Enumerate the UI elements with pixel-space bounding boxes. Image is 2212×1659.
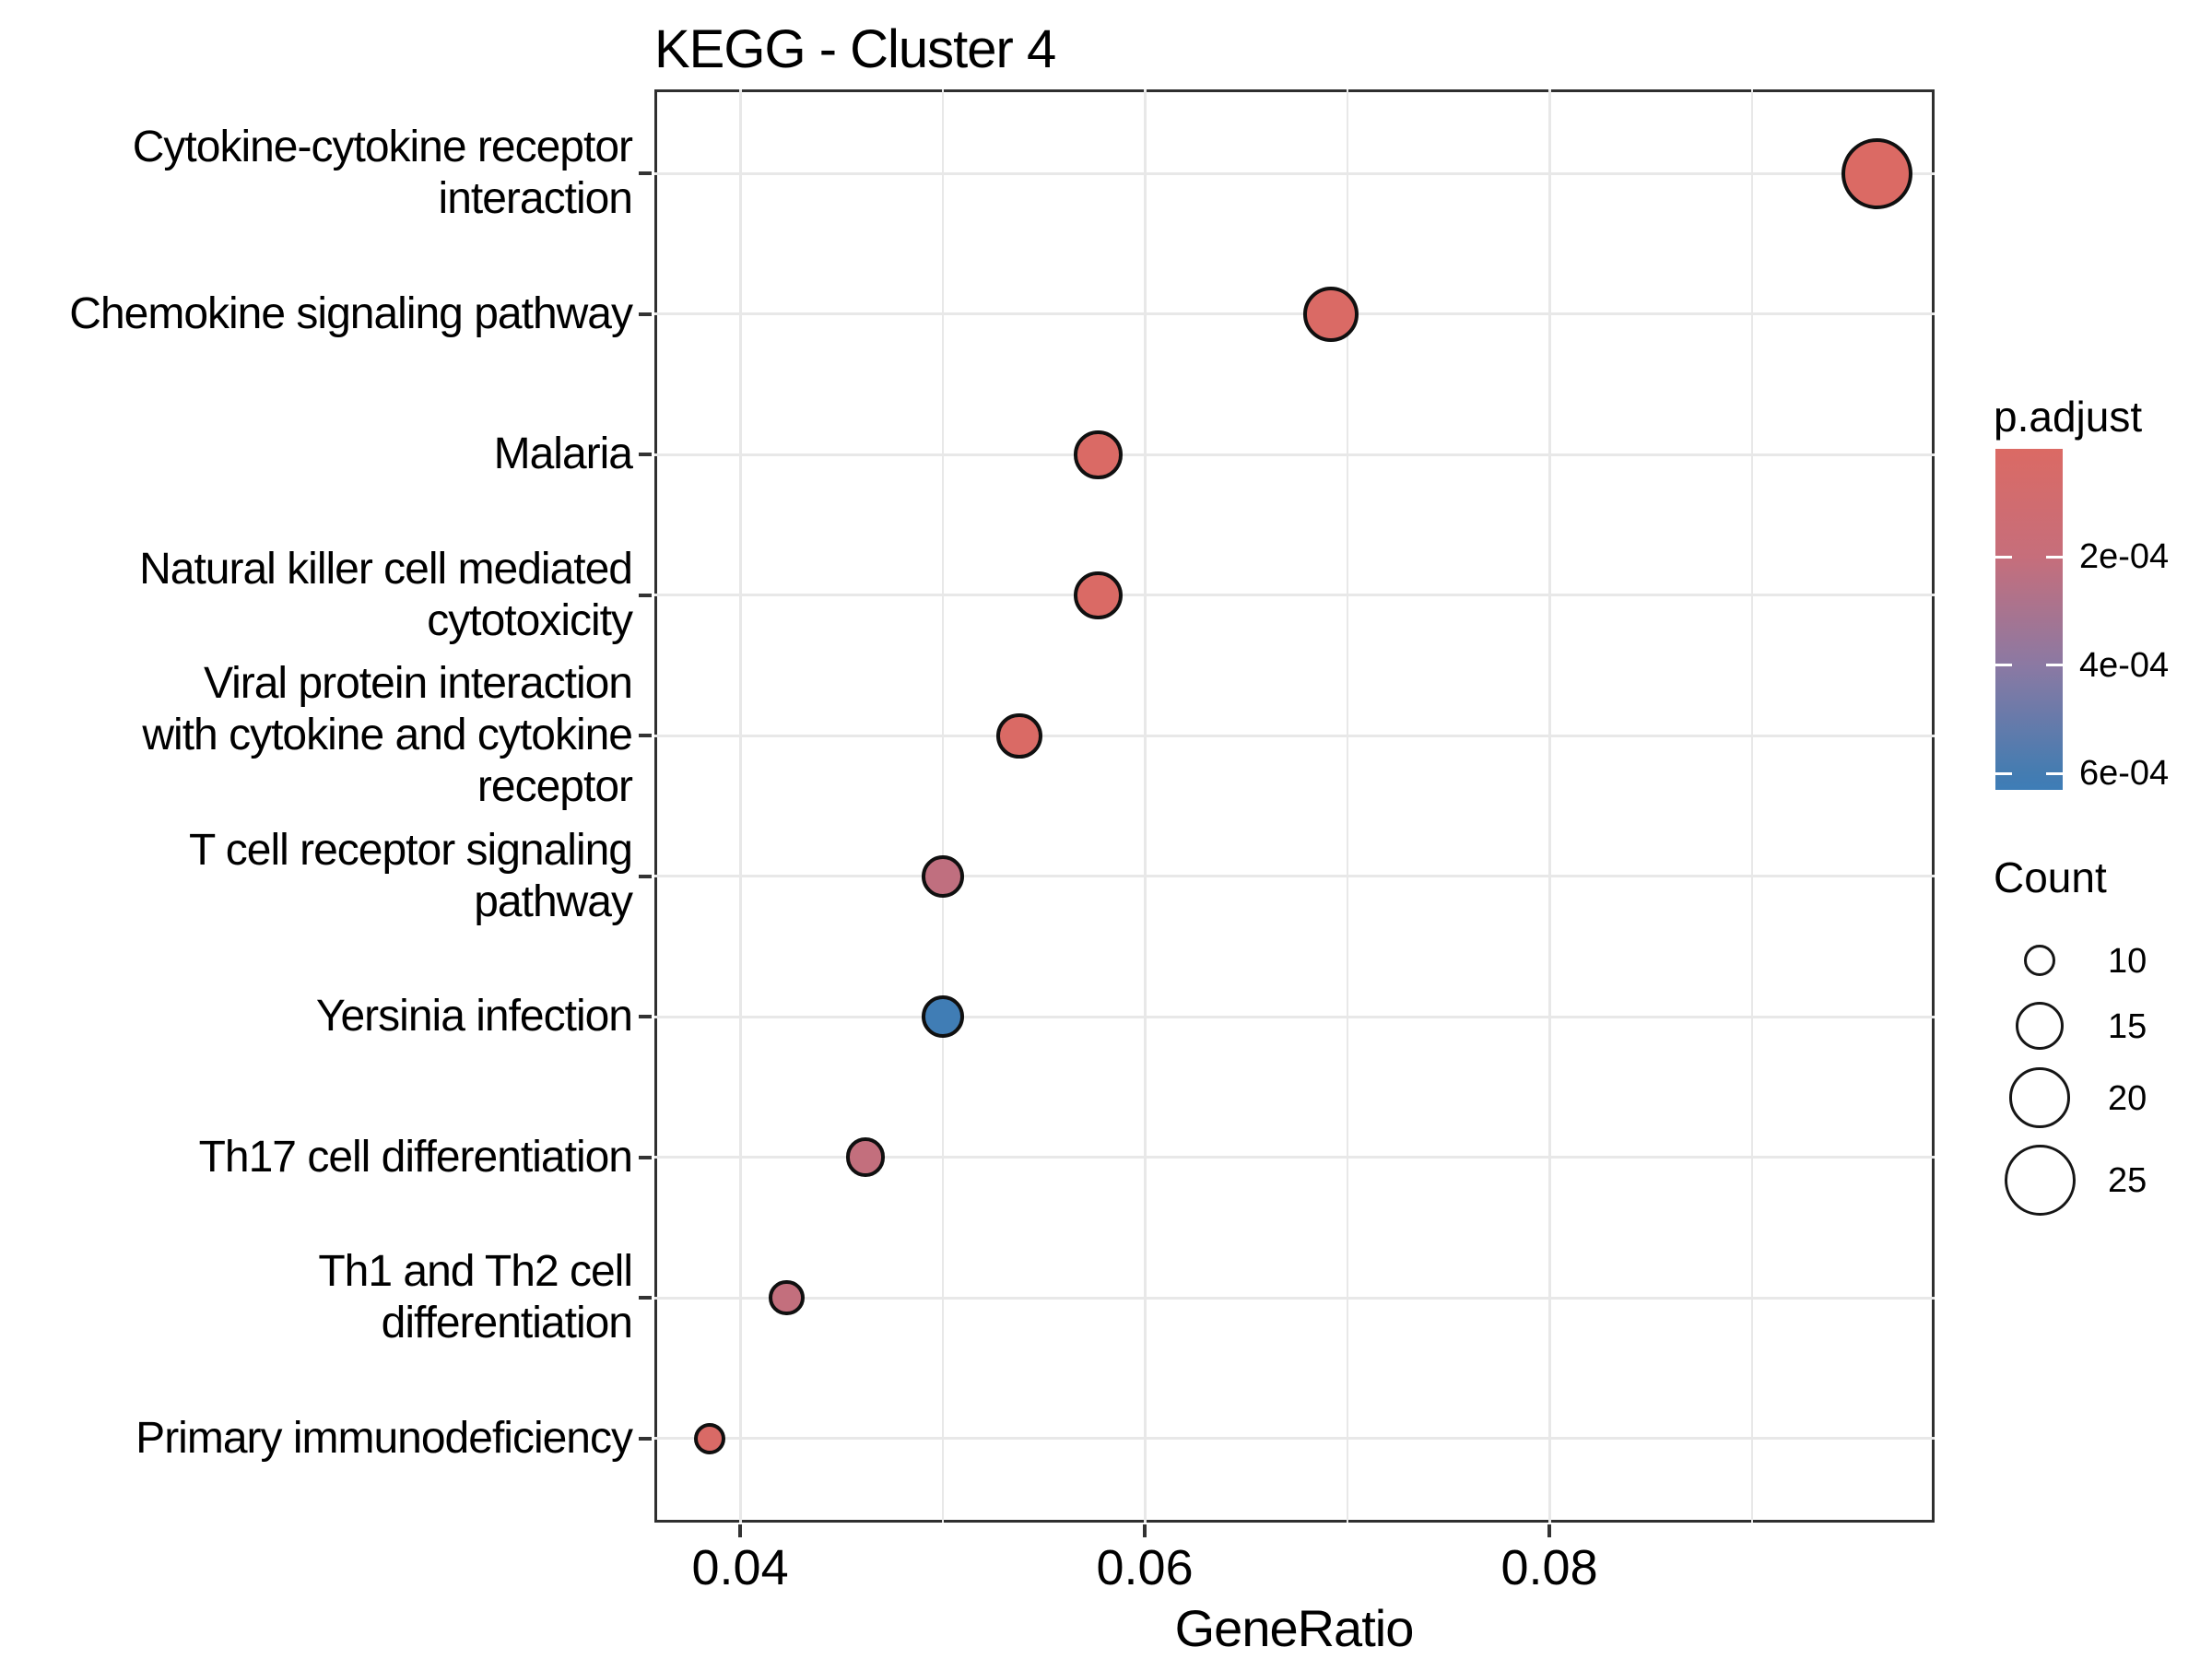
count-legend-circle <box>2004 1144 2076 1216</box>
y-axis-label: Chemokine signaling pathway <box>0 288 633 340</box>
colorbar-tick <box>2046 771 2063 775</box>
gridline-y-major <box>654 171 1935 175</box>
gridline-x-minor <box>1750 89 1753 1523</box>
x-tick-label: 0.06 <box>1096 1540 1194 1595</box>
count-legend-label: 25 <box>2108 1161 2147 1200</box>
colorbar-tick <box>2046 664 2063 667</box>
y-axis-label: Th1 and Th2 cell differentiation <box>0 1246 633 1349</box>
gridline-y-major <box>654 1156 1935 1159</box>
y-axis-label-line: with cytokine and cytokine <box>142 711 633 760</box>
y-tick <box>639 312 652 316</box>
gridline-y-major <box>654 453 1935 456</box>
gridline-y-major <box>654 1437 1935 1441</box>
y-tick <box>639 1436 652 1441</box>
y-axis-label: Natural killer cell mediated cytotoxicity <box>0 544 633 647</box>
gridline-y-major <box>654 1296 1935 1300</box>
y-axis-label-line: Yersinia infection <box>315 992 633 1041</box>
x-tick-label: 0.08 <box>1500 1540 1598 1595</box>
data-point <box>1302 286 1359 343</box>
y-axis-label-line: Cytokine-cytokine receptor <box>132 123 633 172</box>
count-legend-circle <box>2015 1001 2065 1051</box>
colorbar-tick <box>1995 664 2012 667</box>
y-axis-label: Primary immunodeficiency <box>0 1413 633 1465</box>
colorbar-tick-label: 6e-04 <box>2079 754 2170 794</box>
y-axis-label-line: Malaria <box>493 429 633 479</box>
data-point <box>1841 137 1913 209</box>
colorbar-tick <box>1995 555 2012 559</box>
colorbar-tick <box>2046 555 2063 559</box>
y-axis-label-line: Chemokine signaling pathway <box>69 288 633 338</box>
data-point <box>921 995 964 1039</box>
count-legend-circle <box>2024 945 2055 976</box>
y-tick <box>639 1155 652 1159</box>
y-tick <box>639 734 652 738</box>
x-tick <box>1143 1524 1147 1537</box>
gridline-y-major <box>654 312 1935 316</box>
y-axis-label: Viral protein interaction with cytokine a… <box>0 658 633 813</box>
gridline-x-major <box>1547 89 1551 1523</box>
y-axis-label-line: Primary immunodeficiency <box>135 1413 633 1463</box>
y-axis-label-line: pathway <box>474 877 633 926</box>
gridline-x-major <box>738 89 742 1523</box>
y-axis-label-line: receptor <box>477 762 633 812</box>
x-tick <box>1547 1524 1552 1537</box>
data-point <box>1074 430 1123 479</box>
data-point <box>845 1137 886 1177</box>
x-axis-title: GeneRatio <box>1174 1599 1415 1657</box>
count-legend-label: 15 <box>2108 1007 2147 1046</box>
size-legend-title: Count <box>1994 853 2107 901</box>
plot-panel <box>654 89 1935 1523</box>
data-point <box>921 854 964 898</box>
plot-title: KEGG - Cluster 4 <box>654 19 1056 79</box>
gridline-y-major <box>654 1015 1935 1018</box>
data-point <box>769 1279 805 1316</box>
y-axis-label-line: T cell receptor signaling <box>188 825 633 875</box>
y-axis-label-line: differentiation <box>381 1299 633 1348</box>
gridline-x-minor <box>941 89 944 1523</box>
y-axis-label-line: cytotoxicity <box>427 595 633 645</box>
y-axis-label: Cytokine-cytokine receptor interaction <box>0 122 633 225</box>
y-tick <box>639 593 652 597</box>
gridline-x-major <box>1143 89 1147 1523</box>
color-legend-title: p.adjust <box>1994 393 2143 441</box>
data-point <box>1074 571 1123 620</box>
y-tick <box>639 1015 652 1019</box>
data-point <box>694 1422 726 1454</box>
y-axis-label-line: Th1 and Th2 cell <box>318 1247 633 1297</box>
colorbar-tick <box>1995 771 2012 775</box>
y-tick <box>639 453 652 457</box>
gridline-y-major <box>654 734 1935 737</box>
colorbar-tick-label: 4e-04 <box>2079 645 2170 685</box>
count-legend-label: 10 <box>2108 942 2147 981</box>
x-tick-label: 0.04 <box>691 1540 789 1595</box>
count-legend-circle <box>2009 1067 2070 1128</box>
y-axis-label-line: interaction <box>438 174 633 224</box>
y-axis-label: Malaria <box>0 429 633 480</box>
y-tick <box>639 874 652 878</box>
y-axis-label-line: Th17 cell differentiation <box>198 1132 633 1182</box>
y-axis-label: T cell receptor signaling pathway <box>0 825 633 928</box>
gridline-y-major <box>654 594 1935 597</box>
p-adjust-colorbar <box>1995 449 2063 790</box>
x-tick <box>738 1524 743 1537</box>
gridline-x-minor <box>1346 89 1348 1523</box>
y-tick <box>639 171 652 176</box>
y-axis-label: Yersinia infection <box>0 991 633 1042</box>
colorbar-tick-label: 2e-04 <box>2079 537 2170 577</box>
count-legend-label: 20 <box>2108 1079 2147 1118</box>
y-axis-label: Th17 cell differentiation <box>0 1132 633 1183</box>
y-tick <box>639 1296 652 1300</box>
data-point <box>996 712 1042 759</box>
y-axis-label-line: Viral protein interaction <box>203 659 633 709</box>
y-axis-label-line: Natural killer cell mediated <box>139 544 633 594</box>
gridline-y-major <box>654 875 1935 878</box>
